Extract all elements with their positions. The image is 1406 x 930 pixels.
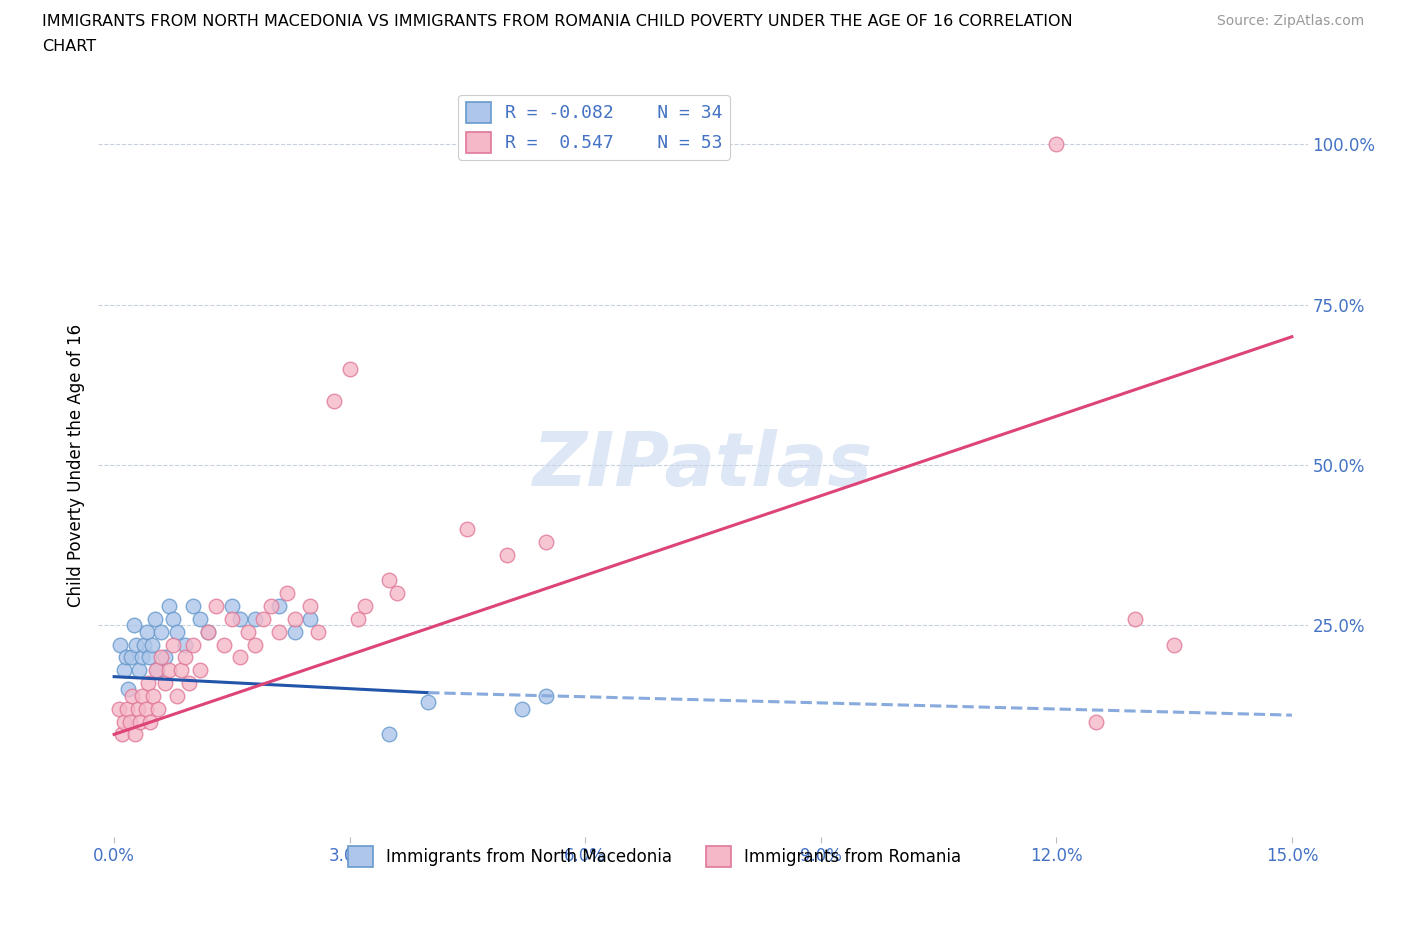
Point bbox=[166, 688, 188, 703]
Point bbox=[339, 362, 361, 377]
Point bbox=[267, 624, 290, 639]
Point bbox=[299, 612, 322, 627]
Text: CHART: CHART bbox=[42, 39, 96, 54]
Point bbox=[181, 637, 204, 652]
Point bbox=[1045, 137, 1067, 152]
Point bbox=[124, 727, 146, 742]
Point bbox=[534, 535, 557, 550]
Point bbox=[118, 714, 141, 729]
Point bbox=[125, 637, 148, 652]
Point bbox=[146, 701, 169, 716]
Point bbox=[245, 612, 267, 627]
Text: ZIPatlas: ZIPatlas bbox=[533, 429, 873, 501]
Point bbox=[120, 650, 142, 665]
Point bbox=[1123, 612, 1146, 627]
Point bbox=[456, 522, 478, 537]
Point bbox=[229, 612, 252, 627]
Point bbox=[108, 701, 131, 716]
Point bbox=[115, 650, 138, 665]
Point bbox=[173, 637, 195, 652]
Point bbox=[190, 663, 212, 678]
Point bbox=[135, 701, 157, 716]
Point bbox=[153, 675, 176, 690]
Point bbox=[136, 675, 159, 690]
Point bbox=[129, 714, 152, 729]
Point bbox=[323, 393, 346, 408]
Point bbox=[354, 599, 377, 614]
Point bbox=[150, 650, 173, 665]
Point bbox=[418, 695, 440, 710]
Point bbox=[378, 573, 401, 588]
Point bbox=[153, 650, 176, 665]
Point bbox=[346, 612, 368, 627]
Point bbox=[260, 599, 283, 614]
Point bbox=[385, 586, 408, 601]
Point bbox=[170, 663, 193, 678]
Point bbox=[115, 701, 138, 716]
Point bbox=[197, 624, 219, 639]
Point bbox=[284, 612, 307, 627]
Point bbox=[177, 675, 200, 690]
Point bbox=[112, 714, 135, 729]
Point bbox=[145, 663, 167, 678]
Point bbox=[221, 612, 243, 627]
Point bbox=[141, 637, 163, 652]
Point bbox=[117, 682, 139, 697]
Point bbox=[157, 663, 180, 678]
Point bbox=[139, 714, 162, 729]
Point bbox=[299, 599, 322, 614]
Point bbox=[307, 624, 329, 639]
Point bbox=[236, 624, 259, 639]
Point bbox=[122, 618, 145, 632]
Point bbox=[128, 663, 150, 678]
Point bbox=[121, 688, 143, 703]
Point bbox=[190, 612, 212, 627]
Text: Source: ZipAtlas.com: Source: ZipAtlas.com bbox=[1216, 14, 1364, 28]
Point bbox=[534, 688, 557, 703]
Point bbox=[245, 637, 267, 652]
Point bbox=[166, 624, 188, 639]
Point bbox=[131, 650, 153, 665]
Legend: Immigrants from North Macedonia, Immigrants from Romania: Immigrants from North Macedonia, Immigra… bbox=[342, 840, 967, 873]
Point bbox=[205, 599, 228, 614]
Point bbox=[221, 599, 243, 614]
Point bbox=[197, 624, 219, 639]
Point bbox=[111, 727, 134, 742]
Point bbox=[512, 701, 534, 716]
Point bbox=[142, 688, 165, 703]
Point bbox=[1163, 637, 1185, 652]
Point bbox=[162, 637, 184, 652]
Point bbox=[229, 650, 252, 665]
Text: IMMIGRANTS FROM NORTH MACEDONIA VS IMMIGRANTS FROM ROMANIA CHILD POVERTY UNDER T: IMMIGRANTS FROM NORTH MACEDONIA VS IMMIG… bbox=[42, 14, 1073, 29]
Point bbox=[132, 637, 155, 652]
Point bbox=[212, 637, 235, 652]
Point bbox=[138, 650, 160, 665]
Point bbox=[1084, 714, 1107, 729]
Y-axis label: Child Poverty Under the Age of 16: Child Poverty Under the Age of 16 bbox=[66, 324, 84, 606]
Point bbox=[252, 612, 274, 627]
Point bbox=[378, 727, 401, 742]
Point bbox=[495, 548, 517, 563]
Point bbox=[146, 663, 169, 678]
Point bbox=[267, 599, 290, 614]
Point bbox=[150, 624, 173, 639]
Point bbox=[127, 701, 149, 716]
Point bbox=[112, 663, 135, 678]
Point bbox=[284, 624, 307, 639]
Point bbox=[110, 637, 132, 652]
Point bbox=[173, 650, 195, 665]
Point bbox=[131, 688, 153, 703]
Point bbox=[143, 612, 166, 627]
Point bbox=[276, 586, 298, 601]
Point bbox=[181, 599, 204, 614]
Point bbox=[157, 599, 180, 614]
Point bbox=[162, 612, 184, 627]
Point bbox=[136, 624, 159, 639]
